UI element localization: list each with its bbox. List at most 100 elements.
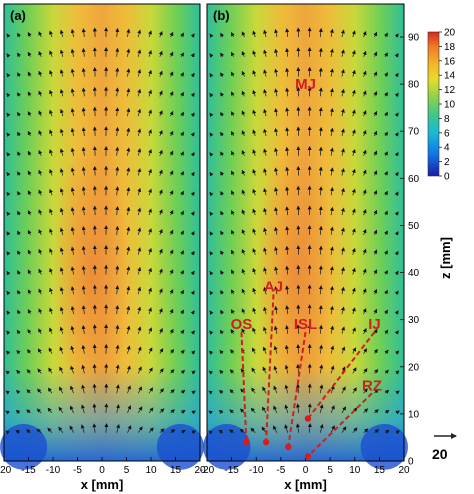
velocity-vector (285, 305, 290, 315)
velocity-vector (374, 368, 379, 374)
velocity-vector (137, 366, 142, 374)
velocity-vector (158, 169, 163, 176)
velocity-vector (209, 330, 214, 335)
velocity-vector (38, 189, 43, 196)
colorbar-tick-label: 8 (444, 114, 450, 125)
velocity-vector (209, 191, 214, 197)
velocity-vector (362, 268, 367, 275)
velocity-vector (362, 288, 367, 295)
velocity-vector (394, 112, 399, 117)
velocity-vector (16, 369, 21, 375)
velocity-vector (273, 345, 278, 354)
velocity-vector (219, 369, 224, 375)
velocity-vector (47, 407, 53, 414)
velocity-vector (209, 152, 214, 157)
velocity-vector (351, 50, 356, 57)
velocity-vector (220, 210, 224, 216)
velocity-vector (284, 344, 289, 354)
velocity-vector (38, 130, 43, 137)
velocity-vector (340, 148, 345, 156)
velocity-vector (115, 324, 120, 334)
velocity-vector (395, 350, 400, 355)
x-tick-label: 15 (170, 465, 182, 476)
velocity-vector (263, 286, 268, 295)
velocity-vector (92, 383, 97, 394)
velocity-vector (115, 404, 120, 414)
z-tick-label: 30 (408, 315, 420, 326)
velocity-vector (81, 186, 86, 196)
velocity-vector (252, 89, 257, 97)
velocity-vector (137, 167, 142, 176)
velocity-vector (137, 286, 142, 295)
velocity-vector (384, 389, 390, 394)
region-point (304, 415, 312, 422)
velocity-vector (180, 250, 184, 255)
velocity-vector (394, 330, 399, 335)
velocity-vector (48, 347, 53, 354)
velocity-vector (318, 304, 323, 315)
velocity-vector (104, 422, 109, 433)
velocity-vector (169, 170, 174, 176)
x-tick-label: -5 (73, 465, 82, 476)
velocity-vector (330, 345, 335, 354)
velocity-vector (340, 247, 345, 255)
velocity-vector (384, 230, 388, 236)
velocity-vector (220, 131, 224, 137)
velocity-vector (261, 406, 267, 414)
velocity-vector (373, 289, 378, 295)
velocity-vector (126, 345, 131, 354)
velocity-vector (218, 410, 224, 414)
z-tick-label: 20 (408, 362, 420, 373)
velocity-vector (395, 410, 400, 415)
velocity-vector (285, 67, 290, 77)
velocity-vector (340, 306, 345, 315)
velocity-vector (274, 286, 279, 295)
velocity-vector (318, 166, 323, 176)
velocity-vector (6, 270, 11, 276)
velocity-vector (261, 426, 267, 433)
velocity-vector (148, 50, 152, 57)
velocity-vector (126, 107, 131, 117)
velocity-vector (148, 407, 154, 414)
velocity-vector (352, 387, 357, 394)
velocity-vector (180, 269, 184, 275)
colorbar-tick-label: 12 (444, 85, 456, 96)
velocity-vector (384, 190, 388, 196)
velocity-vector (81, 245, 86, 255)
velocity-vector (285, 285, 290, 295)
velocity-vector (263, 29, 268, 38)
velocity-vector (351, 267, 356, 275)
x-tick-label: 20 (398, 465, 410, 476)
z-tick-label: 60 (408, 174, 420, 185)
velocity-vector (180, 309, 184, 315)
region-label: IJ (368, 316, 381, 333)
velocity-vector (148, 148, 152, 156)
velocity-vector (115, 364, 120, 374)
velocity-vector (115, 126, 120, 136)
reference-vector-label: 20 (432, 446, 448, 462)
velocity-vector (158, 129, 163, 137)
velocity-vector (49, 168, 53, 176)
velocity-vector (115, 265, 120, 275)
velocity-vector (81, 364, 86, 374)
velocity-vector (262, 346, 267, 354)
velocity-vector (148, 267, 152, 275)
velocity-vector (329, 226, 334, 235)
velocity-vector (241, 169, 246, 176)
velocity-vector (190, 132, 195, 137)
velocity-vector (27, 309, 32, 315)
velocity-vector (59, 386, 64, 394)
region-point (262, 438, 270, 446)
velocity-vector (252, 30, 257, 38)
velocity-vector (180, 151, 184, 156)
velocity-vector (27, 71, 32, 77)
region-point (243, 438, 250, 446)
velocity-vector (230, 329, 235, 334)
velocity-vector (49, 307, 53, 315)
velocity-vector (252, 267, 257, 275)
velocity-vector (340, 108, 345, 117)
velocity-vector (229, 409, 234, 414)
velocity-vector (373, 229, 378, 236)
velocity-vector (351, 148, 356, 156)
velocity-vector (231, 111, 235, 117)
